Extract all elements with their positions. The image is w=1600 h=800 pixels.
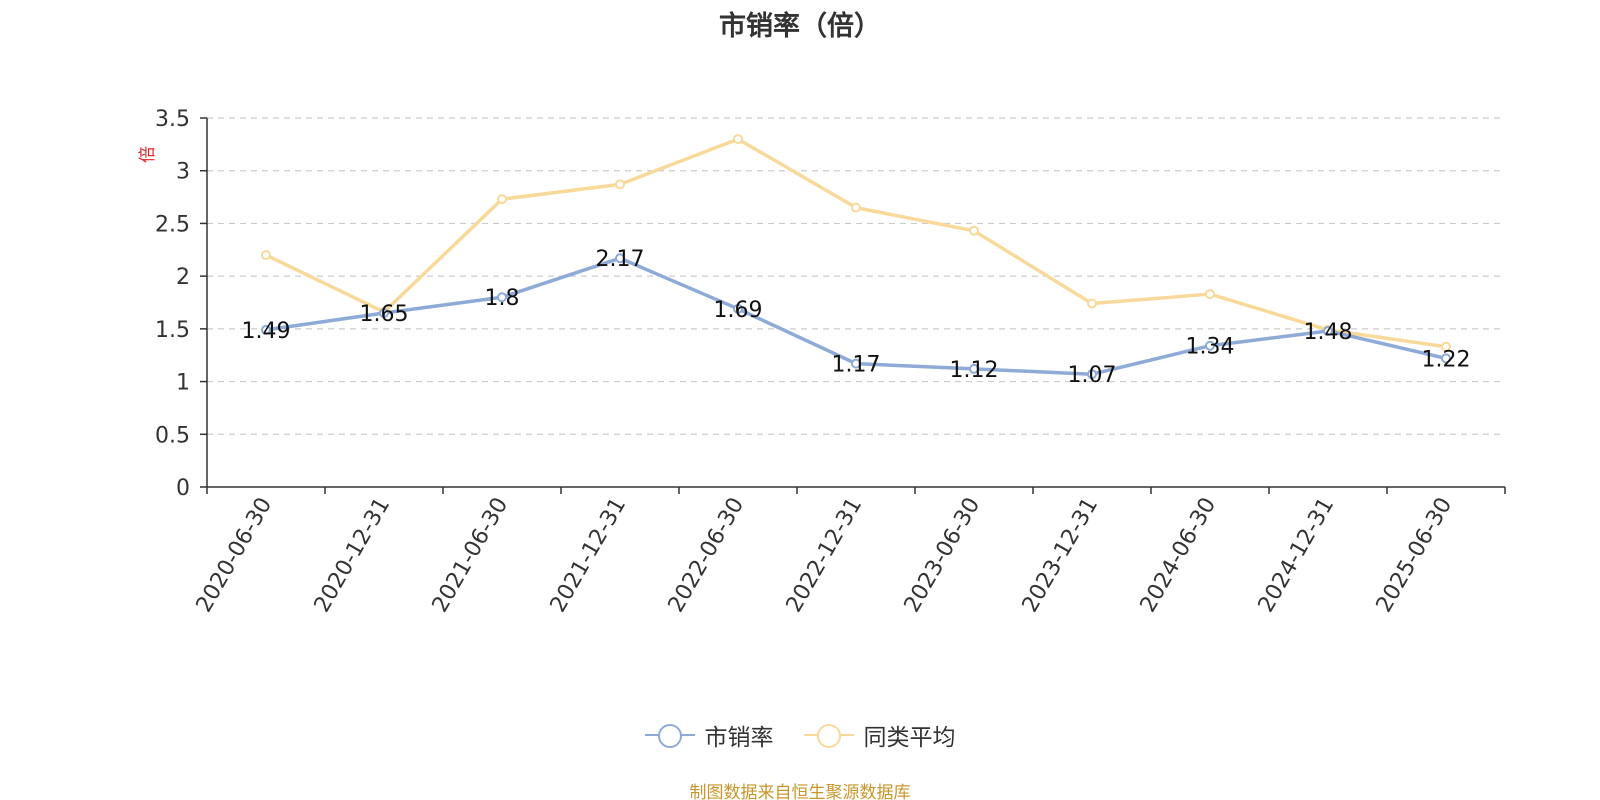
data-point-series-1[interactable] (733, 303, 743, 314)
x-tick-label: 2023-12-31 (1018, 494, 1104, 617)
data-label: 1.07 (1068, 363, 1117, 388)
legend-label-series-2: 同类平均 (863, 725, 956, 751)
data-point-series-1[interactable] (851, 358, 861, 369)
data-point-series-1[interactable] (379, 308, 389, 319)
data-label: 1.12 (950, 358, 999, 383)
y-tick-label: 3.5 (155, 107, 190, 132)
x-tick-label: 2024-12-31 (1254, 494, 1340, 617)
y-tick-label: 3 (176, 160, 190, 185)
x-tick-label: 2022-06-30 (664, 494, 750, 617)
x-tick-label: 2023-06-30 (900, 494, 986, 617)
data-label: 1.8 (485, 286, 520, 311)
axes: 0 0.5 1 1.5 2 2.5 3 3.5 2020-06-30 2020-12-31 2021… (155, 107, 1506, 617)
data-label: 1.48 (1304, 320, 1353, 345)
x-tick-label: 2024-06-30 (1136, 494, 1222, 617)
legend-item-series-1[interactable]: 市销率 (644, 718, 774, 752)
data-label: 1.49 (242, 319, 291, 344)
data-point-series-2[interactable] (615, 179, 625, 190)
data-label: 1.17 (832, 353, 881, 378)
x-tick-label: 2022-12-31 (782, 494, 868, 617)
y-tick-label: 1 (176, 371, 190, 396)
legend-line-circle-icon (644, 723, 695, 748)
data-point-series-1[interactable] (1205, 340, 1215, 351)
data-point-series-1[interactable] (1087, 369, 1097, 380)
data-label: 1.69 (714, 298, 763, 323)
data-label: 2.17 (596, 247, 645, 272)
data-point-series-2[interactable] (1205, 289, 1215, 300)
y-tick-label: 2.5 (155, 212, 190, 237)
data-label: 1.22 (1422, 347, 1471, 372)
data-point-series-2[interactable] (851, 202, 861, 213)
data-point-series-2[interactable] (733, 134, 743, 145)
data-point-series-2[interactable] (497, 194, 507, 205)
y-tick-label: 0 (176, 476, 190, 501)
x-tick-label: 2020-12-31 (310, 494, 396, 617)
y-tick-label: 2 (176, 265, 190, 290)
x-tick-label: 2020-06-30 (192, 494, 278, 617)
data-label: 1.65 (360, 302, 409, 327)
data-source-note: 制图数据来自恒生聚源数据库 (689, 783, 911, 800)
grid-lines (207, 117, 1505, 435)
data-point-series-2[interactable] (1087, 298, 1097, 309)
data-point-series-1[interactable] (1441, 353, 1451, 364)
data-point-series-2[interactable] (1441, 341, 1451, 352)
x-tick-label: 2021-12-31 (546, 494, 632, 617)
chart-title: 市销率（倍） (719, 11, 881, 42)
data-point-series-1[interactable] (497, 292, 507, 303)
legend-line-circle-icon (803, 723, 854, 748)
data-point-series-1[interactable] (969, 363, 979, 374)
y-tick-label: 1.5 (155, 318, 190, 343)
x-tick-label: 2021-06-30 (428, 494, 514, 617)
legend-label-series-1: 市销率 (704, 725, 774, 751)
series-lines (261, 134, 1451, 380)
data-point-series-2[interactable] (969, 225, 979, 236)
data-point-series-1[interactable] (615, 253, 625, 264)
data-point-series-1[interactable] (1323, 325, 1333, 336)
x-tick-label: 2025-06-30 (1372, 494, 1458, 617)
data-labels: 1.49 1.65 1.8 2.17 1.69 1.17 1.12 1.07 1.34 1.48 1… (242, 247, 1471, 388)
y-tick-label: 0.5 (155, 423, 190, 448)
data-point-series-1[interactable] (261, 324, 271, 335)
legend: 市销率 同类平均 (0, 718, 1600, 752)
legend-item-series-2[interactable]: 同类平均 (803, 718, 956, 752)
data-point-series-2[interactable] (261, 250, 271, 261)
data-label: 1.34 (1186, 335, 1235, 360)
